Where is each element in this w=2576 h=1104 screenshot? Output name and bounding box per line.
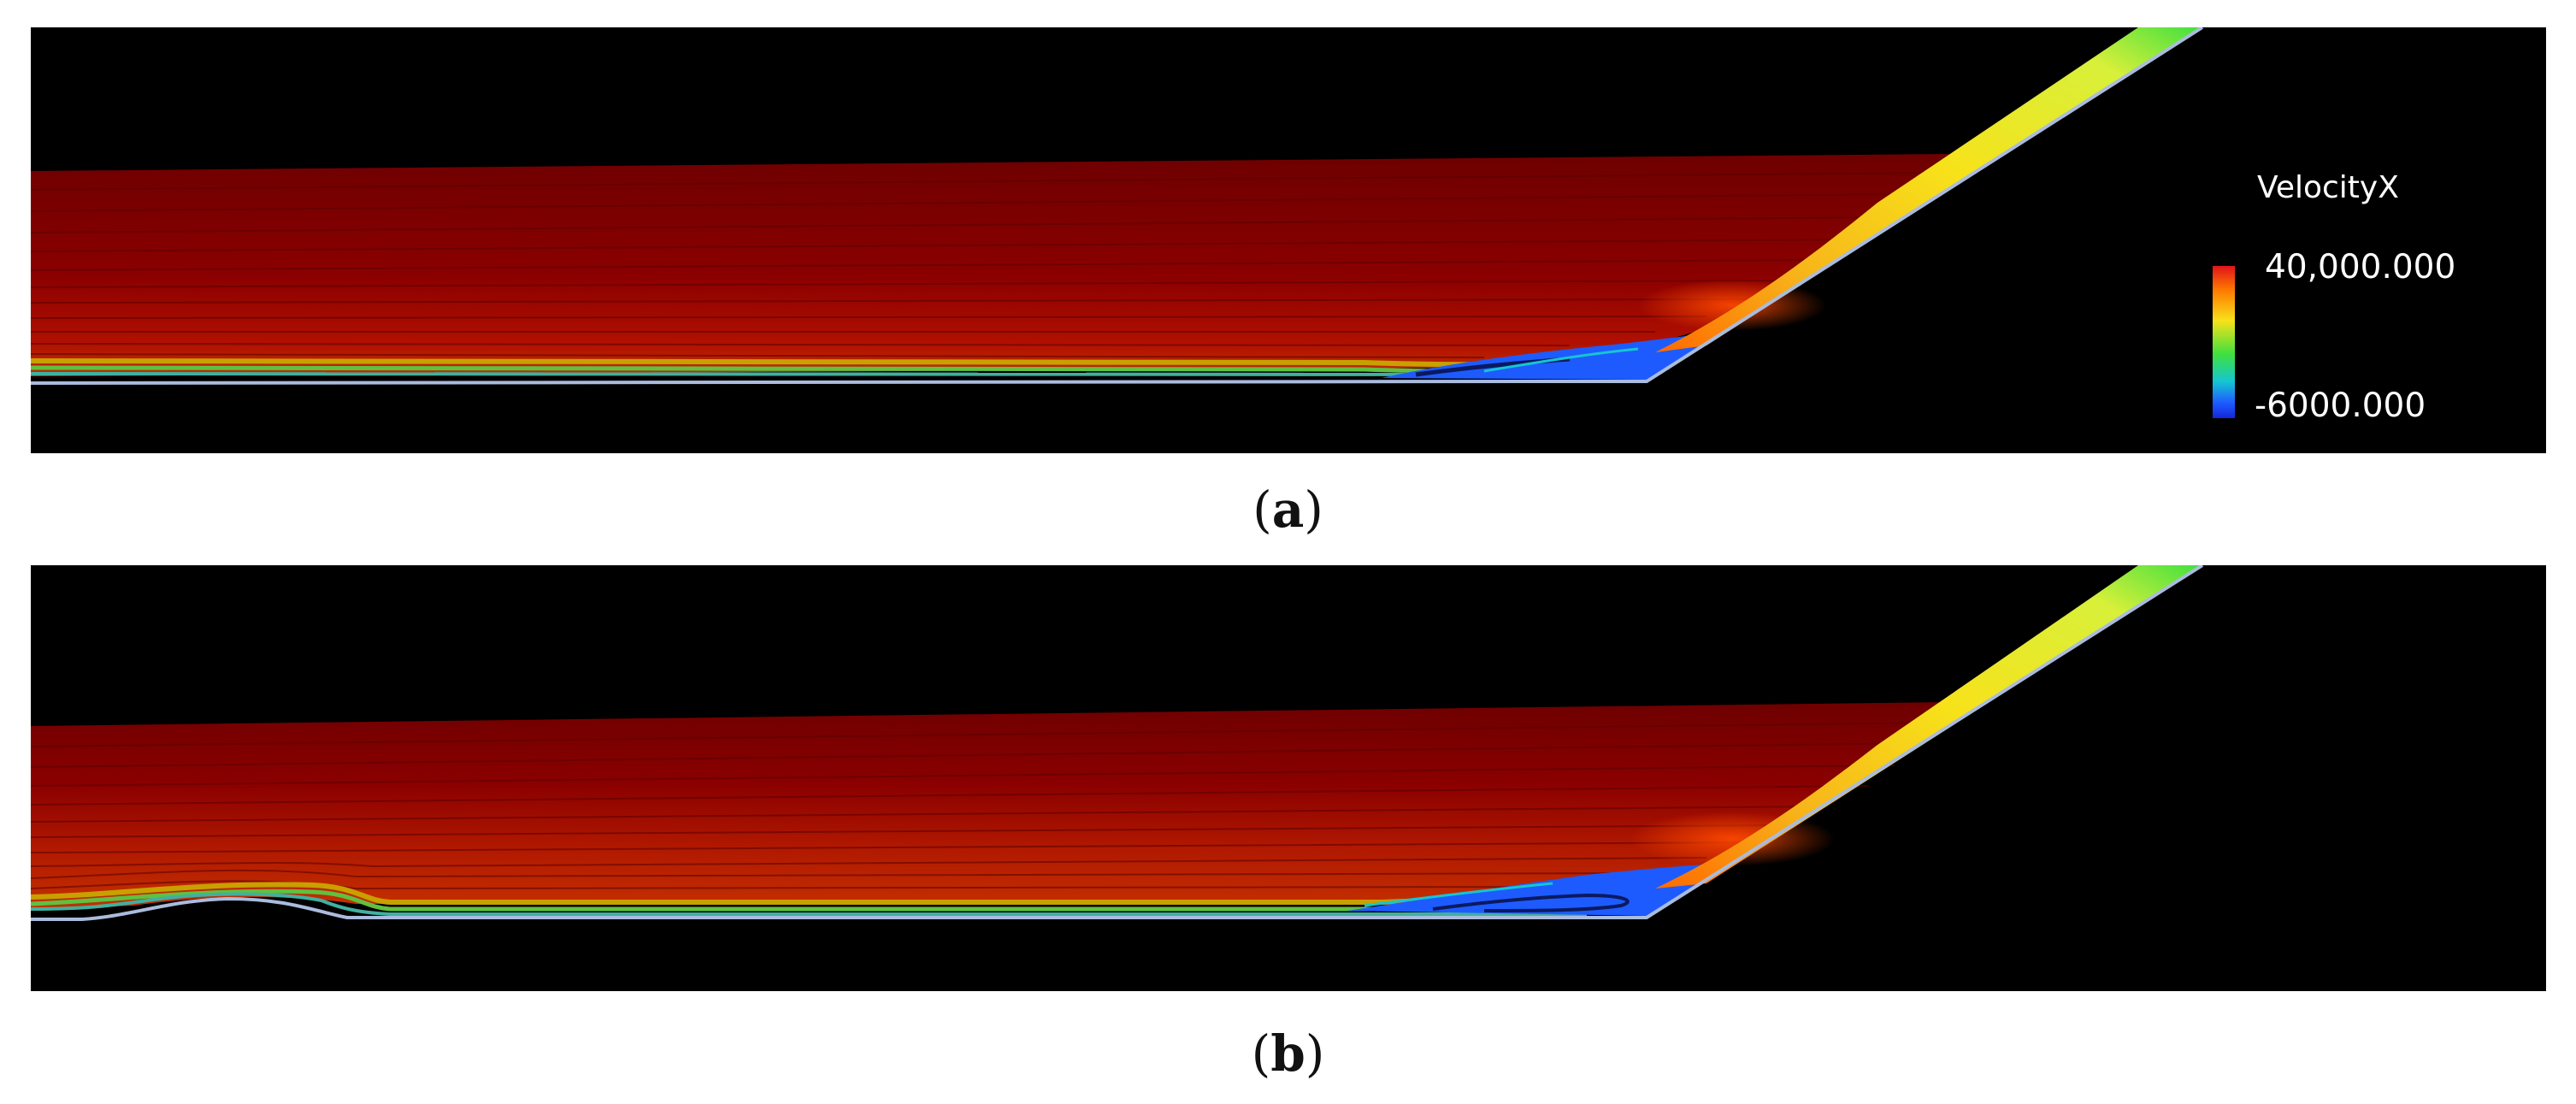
wall-outline-a <box>31 27 2204 385</box>
flow-field-panel-b <box>31 565 2546 991</box>
recirculation-bubble-b <box>1347 863 1732 916</box>
colorbar <box>2213 266 2235 418</box>
streamlines-b <box>31 722 1938 890</box>
recirculation-core-b <box>1432 893 1630 912</box>
caption-a: (a) <box>1253 481 1323 539</box>
flow-field-panel-a: VelocityX 40,000.000 -6000.000 <box>31 27 2546 453</box>
ramp-jet-a <box>1655 27 2202 352</box>
boundary-layer-cyan-a <box>31 372 1588 376</box>
caption-b: (b) <box>1251 1024 1325 1083</box>
recirculation-edge-a <box>1483 347 1639 373</box>
legend-max-label: 40,000.000 <box>2265 248 2456 286</box>
legend-min-label: -6000.000 <box>2255 387 2426 425</box>
recirculation-edge-b <box>1364 882 1553 907</box>
legend-title: VelocityX <box>2257 170 2399 205</box>
caption-b-letter: b <box>1270 1024 1306 1083</box>
ramp-jet-b <box>1655 565 2202 889</box>
wall-outline-b <box>31 565 2204 921</box>
velocity-streamlines-b <box>31 565 2204 921</box>
boundary-layer-cyan-b <box>31 892 1587 916</box>
streamlines-a <box>31 172 1938 358</box>
velocity-streamlines-a <box>31 27 2204 385</box>
caption-a-letter: a <box>1271 481 1305 539</box>
freestream-region-b <box>31 702 1950 909</box>
